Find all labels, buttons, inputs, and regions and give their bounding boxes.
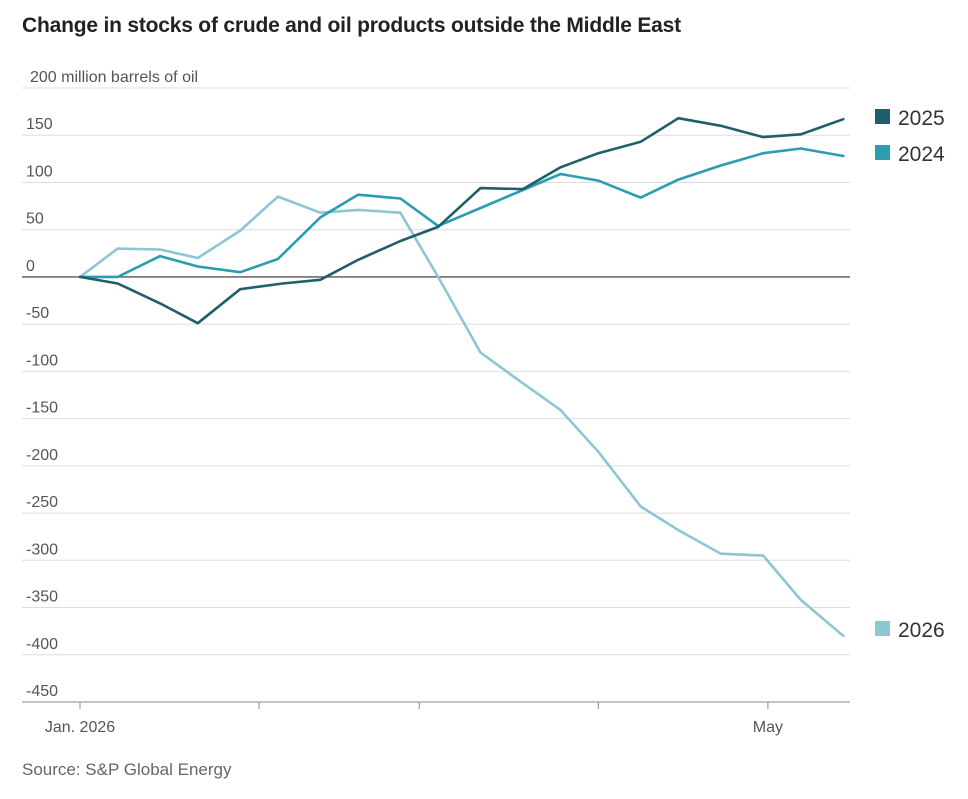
y-tick-label: -250	[26, 494, 58, 511]
x-tick-label: Jan. 2026	[45, 719, 115, 736]
series-lines	[78, 116, 845, 638]
x-tick-label: May	[753, 719, 783, 736]
y-tick-label: -200	[26, 447, 58, 464]
y-tick-label: 50	[26, 211, 44, 228]
y-tick-label: 0	[26, 258, 35, 275]
legend-item-2024: 2024	[875, 143, 945, 166]
legend-label: 2025	[898, 107, 945, 130]
grid-lines	[22, 87, 850, 656]
y-tick-label: -100	[26, 352, 58, 369]
legend-swatch	[875, 621, 890, 636]
legend-swatch	[875, 109, 890, 124]
y-tick-label: -350	[26, 589, 58, 606]
legend-label: 2024	[898, 143, 945, 166]
series-line-2024	[78, 147, 845, 279]
y-tick-label: 150	[26, 116, 53, 133]
legend-item-2025: 2025	[875, 107, 945, 130]
y-tick-label: -300	[26, 541, 58, 558]
legend: 2025 2024 2026	[875, 107, 945, 642]
y-tick-label: -50	[26, 305, 49, 322]
series-line-2026	[78, 195, 845, 638]
legend-label: 2026	[898, 619, 945, 642]
y-tick-label: -450	[26, 683, 58, 700]
x-axis: Jan. 2026 May	[22, 701, 850, 736]
chart-title: Change in stocks of crude and oil produc…	[22, 14, 681, 37]
series-line-2025	[78, 116, 845, 325]
y-tick-label: -400	[26, 636, 58, 653]
chart-source: Source: S&P Global Energy	[22, 760, 232, 779]
y-axis-unit-label: 200 million barrels of oil	[30, 69, 198, 86]
y-tick-label: 100	[26, 163, 53, 180]
legend-swatch	[875, 145, 890, 160]
y-axis-ticks: 150 100 50 0 -50 -100 -150 -200 -250 -300 -350 -400…	[26, 116, 58, 700]
y-tick-label: -150	[26, 400, 58, 417]
legend-item-2026: 2026	[875, 619, 945, 642]
